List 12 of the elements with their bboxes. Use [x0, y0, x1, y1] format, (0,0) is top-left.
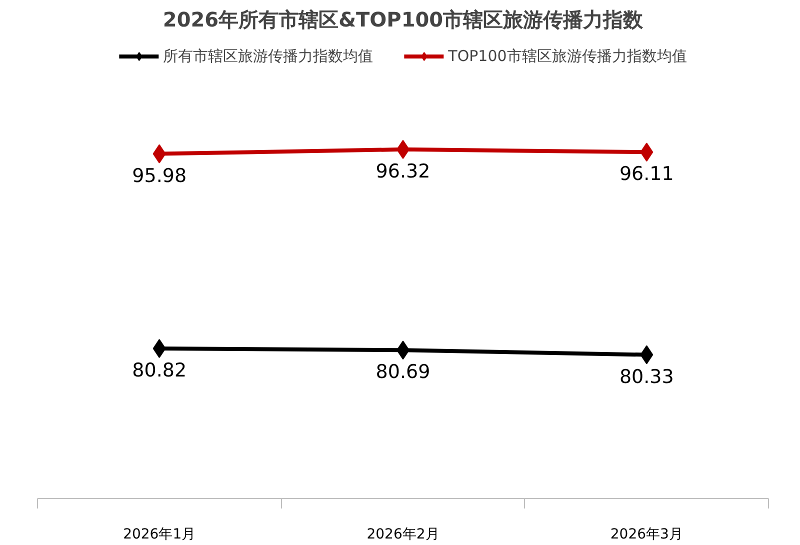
- x-tick-label: 2026年3月: [610, 526, 683, 542]
- data-label: 95.98: [132, 164, 187, 187]
- data-label: 80.69: [376, 361, 430, 384]
- data-label: 96.32: [376, 160, 430, 182]
- data-label: 80.33: [619, 366, 674, 388]
- legend-label: TOP100市辖区旅游传播力指数均值: [448, 46, 687, 66]
- x-tick-label: 2026年1月: [123, 526, 196, 542]
- data-label: 80.82: [132, 359, 187, 382]
- legend-label: 所有市辖区旅游传播力指数均值: [163, 46, 374, 66]
- data-label: 96.11: [619, 163, 674, 186]
- chart-title: 2026年所有市辖区&TOP100市辖区旅游传播力指数: [162, 8, 644, 32]
- x-tick-label: 2026年2月: [366, 526, 440, 542]
